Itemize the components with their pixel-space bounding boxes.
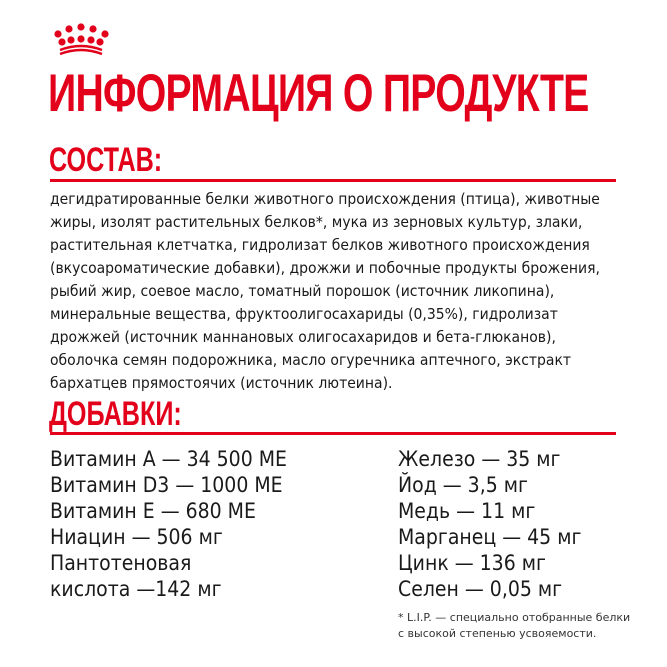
page-title: ИНФОРМАЦИЯ О ПРОДУКТЕ [48, 64, 589, 123]
footnote-line: с высокой степенью усвояемости. [398, 627, 597, 640]
additive-item: Цинк — 136 мг [398, 551, 546, 575]
composition-line: жиры, изолят растительных белков*, мука … [50, 213, 583, 231]
composition-divider [50, 179, 616, 182]
composition-line: рыбий жир, соевое масло, томатный порошо… [50, 282, 555, 300]
composition-heading: СОСТАВ: [49, 141, 163, 179]
composition-line: дегидратированные белки животного происх… [50, 190, 600, 208]
additive-item: Марганец — 45 мг [398, 525, 582, 549]
additive-item: Витамин Е — 680 МЕ [50, 499, 256, 523]
footnote-line: * L.I.P. — специально отобранные белки [398, 611, 631, 624]
royal-canin-crown-logo [54, 23, 109, 56]
composition-line: растительная клетчатка, гидролизат белко… [50, 236, 590, 254]
additives-left-column: Витамин А — 34 500 МЕ Витамин D3 — 1000 … [50, 446, 287, 602]
composition-line: минеральные вещества, фруктоолигосахарид… [50, 305, 558, 323]
footnote: * L.I.P. — специально отобранные белки с… [398, 610, 630, 642]
additives-heading: ДОБАВКИ: [49, 395, 182, 433]
additive-item: Ниацин — 506 мг [50, 525, 223, 549]
additives-right-column: Железо — 35 мг Йод — 3,5 мг Медь — 11 мг… [398, 446, 581, 602]
composition-line: дрожжей (источник маннановых олигосахари… [50, 328, 556, 346]
additive-item: Железо — 35 мг [398, 447, 561, 471]
composition-line: (вкусоароматические добавки), дрожжи и п… [50, 259, 600, 277]
additive-item: кислота —142 мг [50, 577, 222, 601]
additive-item: Селен — 0,05 мг [398, 577, 563, 601]
additive-item: Йод — 3,5 мг [398, 473, 528, 497]
composition-line: оболочка семян подорожника, масло огуреч… [50, 351, 572, 369]
composition-line: бархатцев прямостоячих (источник лютеина… [50, 374, 393, 392]
additive-item: Пантотеновая [50, 551, 192, 575]
composition-text: дегидратированные белки животного происх… [50, 188, 639, 395]
additive-item: Витамин D3 — 1000 МЕ [50, 473, 283, 497]
additives-divider [50, 432, 616, 435]
additive-item: Медь — 11 мг [398, 499, 536, 523]
additive-item: Витамин А — 34 500 МЕ [50, 447, 287, 471]
